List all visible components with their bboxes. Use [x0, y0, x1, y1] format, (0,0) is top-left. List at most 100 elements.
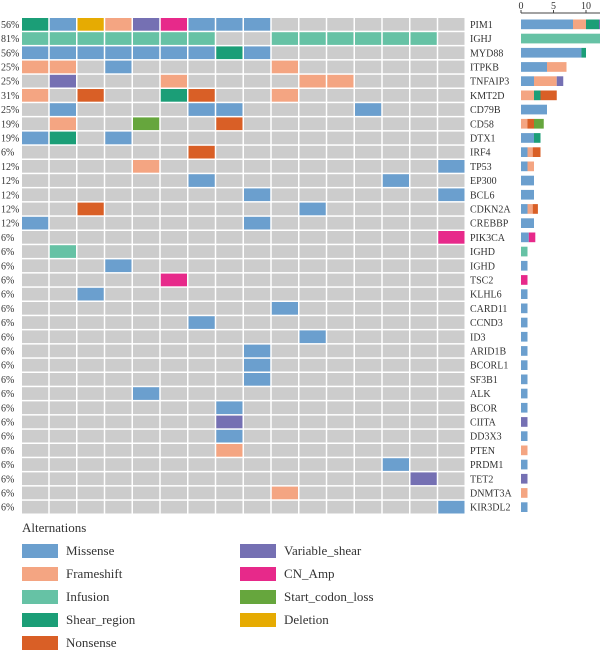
mutation-cell — [327, 287, 354, 301]
mutation-cell — [244, 330, 271, 344]
mutation-cell — [438, 302, 465, 315]
legend-item: Shear_region — [22, 611, 240, 629]
mutation-cell — [160, 46, 187, 60]
row-percentage-label: 6% — [1, 460, 14, 471]
mutation-cell — [355, 415, 382, 429]
mutation-cell — [133, 472, 160, 486]
mutation-cell — [133, 145, 160, 159]
mutation-cell — [49, 117, 76, 131]
mutation-cell — [105, 302, 132, 315]
mutation-cell — [299, 188, 326, 202]
row-percentage-label: 6% — [1, 261, 14, 272]
gene-label: DD3X3 — [470, 432, 502, 443]
bar-segment — [528, 232, 536, 243]
mutation-cell — [49, 429, 76, 443]
mutation-cell — [22, 188, 49, 202]
mutation-cell — [327, 145, 354, 159]
mutation-cell — [271, 287, 298, 301]
mutation-cell — [244, 302, 271, 315]
row-percentage-label: 6% — [1, 403, 14, 414]
mutation-cell — [77, 188, 104, 202]
mutation-cell — [77, 330, 104, 344]
mutation-cell — [188, 89, 215, 102]
mutation-cell — [216, 415, 243, 429]
mutation-cell — [105, 145, 132, 159]
mutation-cell — [160, 174, 187, 187]
mutation-cell — [49, 330, 76, 344]
bar-segment — [521, 289, 528, 299]
bar-segment — [521, 232, 529, 243]
gene-label: CCND3 — [470, 318, 503, 329]
bar-segment — [521, 161, 528, 172]
mutation-cell — [22, 117, 49, 131]
mutation-cell — [160, 358, 187, 372]
mutation-cell — [133, 32, 160, 45]
row-percentage-label: 6% — [1, 304, 14, 315]
mutation-cell — [77, 429, 104, 443]
mutation-cell — [410, 316, 437, 329]
mutation-cell — [105, 131, 132, 145]
mutation-cell — [438, 131, 465, 145]
mutation-cell — [160, 231, 187, 244]
mutation-cell — [160, 273, 187, 287]
mutation-cell — [382, 444, 409, 457]
mutation-cell — [382, 32, 409, 45]
mutation-cell — [216, 160, 243, 173]
mutation-cell — [188, 486, 215, 500]
row-percentage-label: 6% — [1, 361, 14, 372]
mutation-cell — [160, 188, 187, 202]
mutation-cell — [410, 216, 437, 230]
mutation-cell — [299, 373, 326, 386]
mutation-cell — [22, 60, 49, 74]
mutation-cell — [327, 302, 354, 315]
mutation-cell — [77, 486, 104, 500]
mutation-cell — [216, 231, 243, 244]
bar-segment — [521, 246, 528, 257]
mutation-cell — [216, 174, 243, 187]
mutation-cell — [160, 160, 187, 173]
row-percentage-label: 56% — [1, 20, 19, 31]
mutation-cell — [188, 429, 215, 443]
legend-label: Frameshift — [66, 566, 123, 581]
mutation-cell — [327, 89, 354, 102]
mutation-cell — [299, 401, 326, 415]
mutation-cell — [49, 486, 76, 500]
mutation-cell — [410, 160, 437, 173]
mutation-cell — [49, 74, 76, 88]
legend-item: Frameshift — [22, 565, 240, 583]
mutation-cell — [105, 89, 132, 102]
mutation-cell — [160, 302, 187, 315]
mutation-cell — [438, 444, 465, 457]
mutation-cell — [105, 500, 132, 514]
mutation-cell — [188, 174, 215, 187]
mutation-cell — [355, 216, 382, 230]
mutation-cell — [77, 358, 104, 372]
mutation-cell — [160, 131, 187, 145]
mutation-cell — [188, 117, 215, 131]
mutation-cell — [438, 174, 465, 187]
mutation-cell — [438, 344, 465, 358]
mutation-cell — [355, 74, 382, 88]
mutation-cell — [299, 131, 326, 145]
mutation-cell — [133, 60, 160, 74]
mutation-cell — [438, 273, 465, 287]
bar-segment — [521, 303, 528, 314]
mutation-cell — [49, 344, 76, 358]
mutation-cell — [188, 273, 215, 287]
row-percentage-label: 6% — [1, 346, 14, 357]
row-percentage-label: 6% — [1, 290, 14, 301]
gene-label: TET2 — [470, 474, 493, 485]
mutation-cell — [299, 60, 326, 74]
mutation-cell — [105, 287, 132, 301]
mutation-cell — [438, 287, 465, 301]
mutation-cell — [244, 216, 271, 230]
row-percentage-label: 6% — [1, 474, 14, 485]
mutation-cell — [299, 103, 326, 116]
gene-label: ID3 — [470, 332, 486, 343]
mutation-cell — [160, 429, 187, 443]
mutation-cell — [438, 245, 465, 258]
mutation-cell — [105, 273, 132, 287]
mutation-cell — [410, 486, 437, 500]
mutation-cell — [438, 500, 465, 514]
mutation-cell — [188, 458, 215, 471]
